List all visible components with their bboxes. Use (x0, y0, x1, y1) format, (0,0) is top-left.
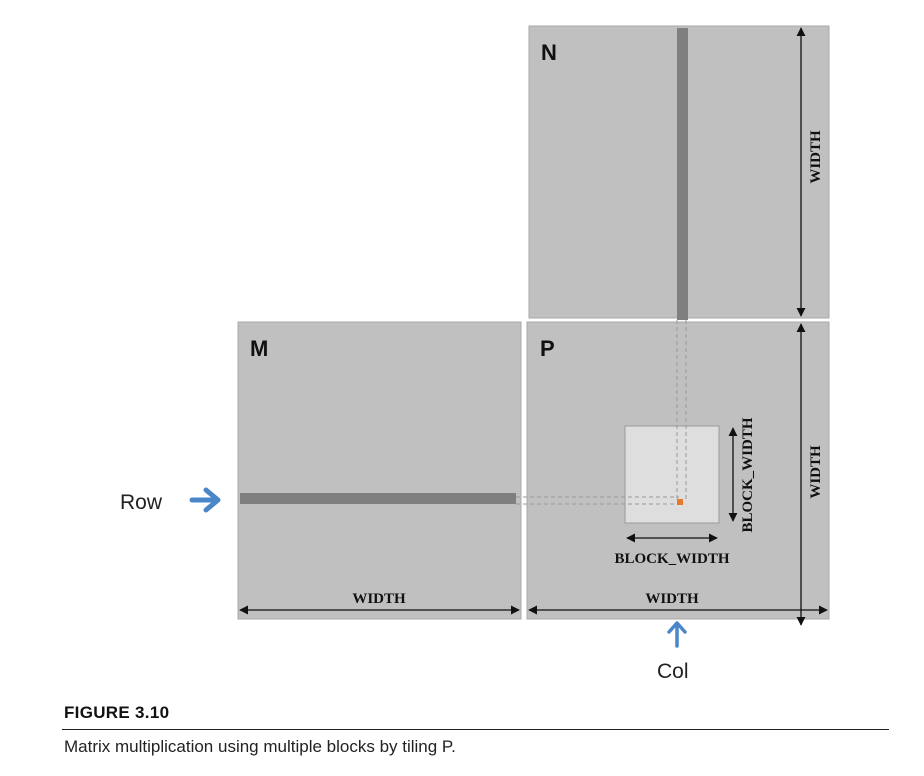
block-width-h-label: BLOCK_WIDTH (614, 551, 729, 567)
block-width-v-label: BLOCK_WIDTH (740, 417, 756, 532)
n-width-label: WIDTH (808, 130, 824, 184)
matrix-p: P BLOCK_WIDTH BLOCK_WIDTH WIDTH WIDTH (516, 320, 830, 626)
matrix-n-label: N (541, 40, 557, 65)
p-height-label: WIDTH (808, 445, 824, 499)
figure-divider (62, 729, 889, 730)
p-width-label: WIDTH (645, 591, 699, 607)
matrix-m-label: M (250, 336, 268, 361)
col-label: Col (657, 660, 689, 683)
figure-title: FIGURE 3.10 (64, 703, 170, 722)
row-pointer: Row (120, 487, 221, 514)
col-arrow-icon (667, 621, 687, 648)
row-label: Row (120, 491, 163, 514)
matrix-p-label: P (540, 336, 555, 361)
n-column-strip (677, 28, 688, 320)
matrix-tiling-diagram: N WIDTH M WIDTH P BLOCK_WIDTH BLOCK_WIDT… (120, 25, 830, 683)
row-arrow-icon (189, 487, 221, 513)
matrix-n: N WIDTH (528, 25, 830, 320)
col-pointer: Col (657, 621, 689, 683)
matrix-m: M WIDTH (237, 321, 522, 620)
p-element (677, 499, 683, 505)
p-tile (624, 425, 720, 524)
m-row-strip (240, 493, 516, 504)
figure-caption: Matrix multiplication using multiple blo… (64, 737, 456, 756)
m-width-label: WIDTH (352, 591, 406, 607)
